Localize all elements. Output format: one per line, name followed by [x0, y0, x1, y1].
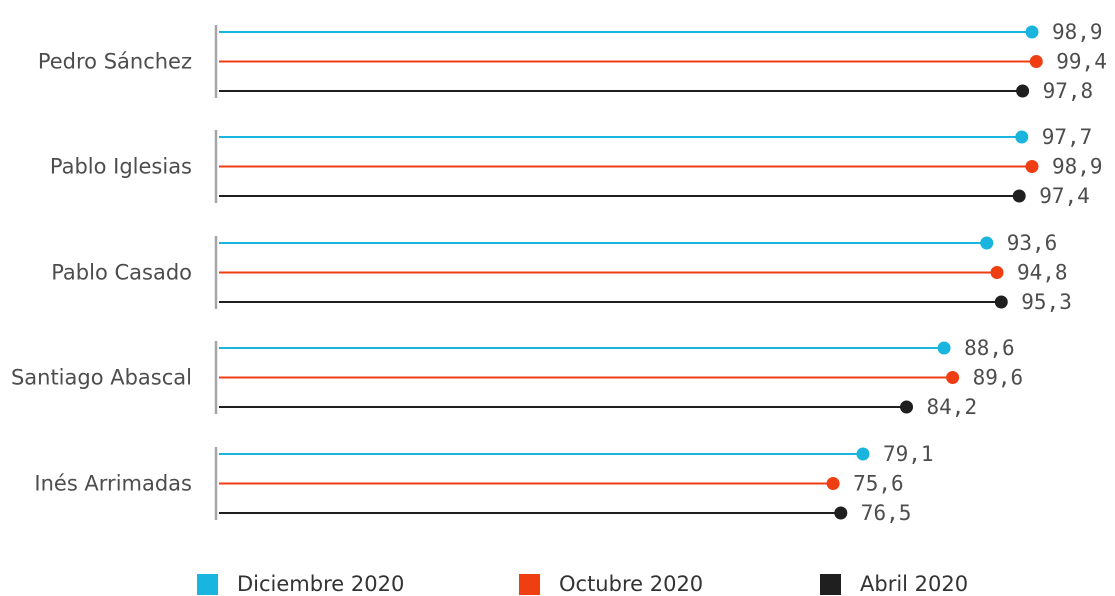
data-label: 75,6: [853, 472, 904, 496]
data-label: 89,6: [973, 366, 1024, 390]
data-label: 84,2: [927, 395, 978, 419]
series-point: [856, 447, 870, 461]
legend-label: Diciembre 2020: [237, 572, 404, 596]
series-point: [946, 371, 960, 384]
legend-item: Octubre 2020: [519, 572, 703, 596]
legend-swatch: [820, 574, 841, 595]
series-point: [834, 506, 848, 520]
category-group: Pablo Iglesias 97,7 98,9 97,4: [50, 125, 1103, 208]
category-group: Pablo Casado 93,6 94,8 95,3: [51, 231, 1072, 314]
category-label: Pablo Casado: [51, 261, 192, 285]
category-label: Pablo Iglesias: [50, 155, 192, 179]
series-point: [990, 266, 1004, 279]
data-label: 88,6: [964, 336, 1015, 360]
series-point: [1012, 189, 1026, 203]
data-label: 98,9: [1052, 155, 1103, 179]
category-group: Inés Arrimadas 79,1 75,6 76,5: [34, 442, 933, 525]
data-label: 94,8: [1017, 261, 1068, 285]
category-label: Pedro Sánchez: [38, 50, 192, 74]
data-label: 93,6: [1007, 231, 1058, 255]
data-label: 98,9: [1052, 20, 1103, 44]
series-point: [1025, 160, 1039, 173]
series-point: [980, 236, 994, 250]
category-group: Pedro Sánchez 98,9 99,4 97,8: [38, 20, 1107, 103]
data-label: 97,7: [1042, 125, 1093, 149]
series-point: [826, 477, 840, 490]
series-point: [1015, 130, 1029, 144]
category-label: Inés Arrimadas: [34, 472, 192, 496]
legend-swatch: [197, 574, 218, 595]
legend-item: Diciembre 2020: [197, 572, 404, 596]
category-group: Santiago Abascal 88,6 89,6 84,2: [11, 336, 1023, 419]
data-label: 76,5: [861, 501, 912, 525]
data-label: 79,1: [883, 442, 934, 466]
series-point: [1029, 55, 1043, 68]
series-point: [994, 295, 1008, 309]
series-point: [1025, 25, 1039, 39]
plot-area: Pedro Sánchez 98,9 99,4 97,8 Pablo Iglesias 9…: [11, 20, 1107, 525]
data-label: 99,4: [1056, 50, 1107, 74]
data-label: 95,3: [1021, 290, 1072, 314]
legend-label: Abril 2020: [860, 572, 968, 596]
legend-label: Octubre 2020: [559, 572, 703, 596]
legend-swatch: [519, 574, 540, 595]
data-label: 97,8: [1043, 79, 1094, 103]
series-point: [900, 400, 914, 414]
data-label: 97,4: [1039, 184, 1090, 208]
series-point: [1016, 84, 1030, 98]
category-label: Santiago Abascal: [11, 366, 192, 390]
series-point: [937, 341, 951, 355]
legend-item: Abril 2020: [820, 572, 968, 596]
legend: Diciembre 2020 Octubre 2020 Abril 2020: [197, 572, 968, 596]
